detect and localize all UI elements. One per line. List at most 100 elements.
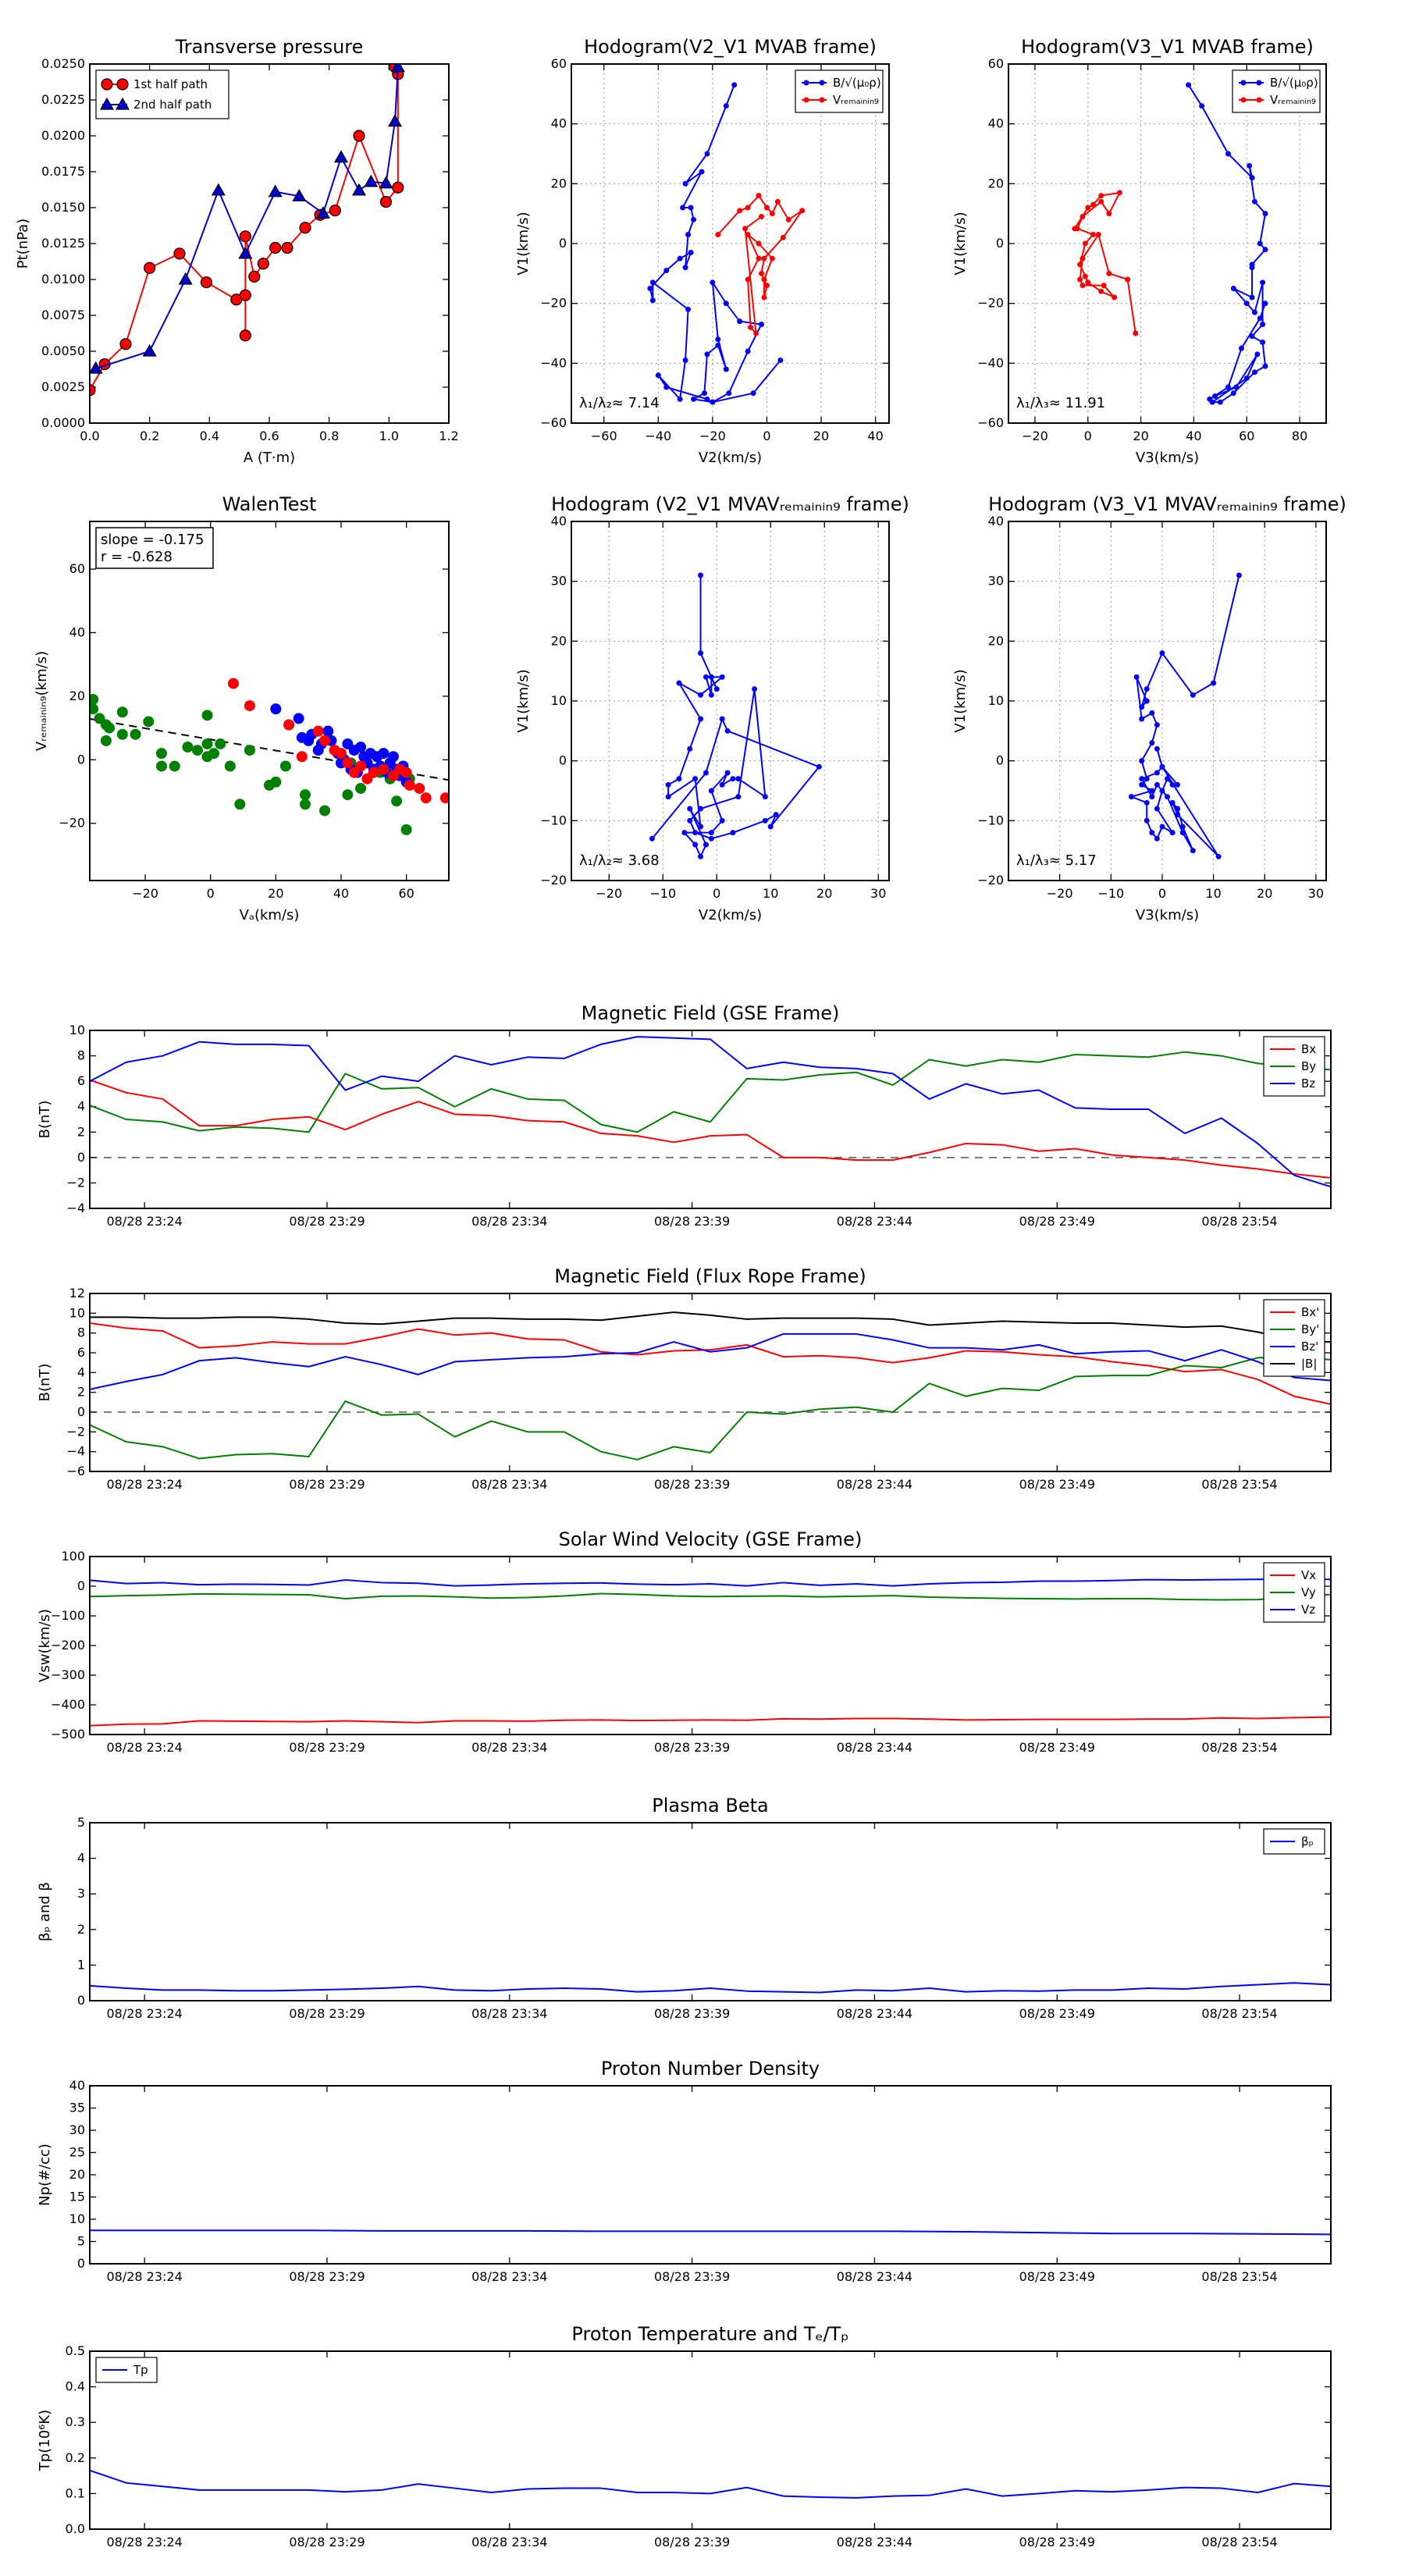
plot-frame xyxy=(571,521,890,881)
data-point xyxy=(239,230,251,243)
x-tick-label: 1.2 xyxy=(439,429,458,443)
data-point xyxy=(676,680,682,686)
data-point xyxy=(215,738,226,749)
data-point xyxy=(1098,198,1104,205)
x-tick-label: 08/28 23:54 xyxy=(1201,1214,1277,1229)
chart-title: Hodogram (V3_V1 MVAVᵣₑₘₐᵢₙᵢₙ₉ frame) xyxy=(988,493,1346,515)
y-tick-label: 25 xyxy=(69,2145,85,2160)
y-tick-label: 40 xyxy=(69,2078,85,2093)
y-axis-label: βₚ and β xyxy=(37,1882,53,1941)
x-tick-label: 08/28 23:49 xyxy=(1019,1477,1095,1492)
x-tick-label: 0.8 xyxy=(319,429,339,443)
x-tick-label: 08/28 23:49 xyxy=(1019,1740,1095,1755)
legend-label: By' xyxy=(1301,1322,1319,1336)
plot-frame xyxy=(1008,521,1327,881)
x-tick-label: 20 xyxy=(268,886,283,901)
x-tick-label: 08/28 23:54 xyxy=(1201,2006,1277,2021)
data-point xyxy=(759,270,765,276)
y-tick-label: 0.0075 xyxy=(41,308,85,322)
data-point xyxy=(685,232,692,237)
x-tick-label: 08/28 23:44 xyxy=(837,1214,912,1229)
chart-h2: Hodogram(V3_V1 MVAB frame) −60 −40 −20 0 20 40… xyxy=(952,36,1327,466)
data-point xyxy=(355,760,367,772)
x-tick-label: 0 xyxy=(207,886,215,901)
data-point xyxy=(1154,722,1160,728)
plot-frame xyxy=(89,1822,1332,2001)
data-point xyxy=(780,234,786,240)
data-point xyxy=(1165,794,1170,800)
plot-area xyxy=(90,1578,1331,1727)
data-point xyxy=(687,745,693,752)
data-point xyxy=(1175,812,1181,818)
x-tick-label: 20 xyxy=(816,886,832,901)
data-point xyxy=(1139,704,1145,710)
data-point xyxy=(269,241,282,254)
y-tick-label: 0.1 xyxy=(66,2485,85,2500)
x-tick-label: −10 xyxy=(1097,886,1124,901)
y-tick-label: 4 xyxy=(77,1851,85,1866)
x-axis-label: V2(km/s) xyxy=(699,907,762,923)
data-point xyxy=(745,232,751,237)
series-line-0 xyxy=(651,575,820,858)
chart-title: WalenTest xyxy=(222,493,317,515)
y-tick-label: 0.4 xyxy=(66,2379,85,2394)
data-point xyxy=(1133,330,1139,336)
x-axis-label: V3(km/s) xyxy=(1136,450,1199,466)
data-point xyxy=(1144,686,1150,692)
data-point xyxy=(1225,151,1232,157)
plot-area xyxy=(90,678,449,835)
data-point xyxy=(777,358,784,363)
legend-marker xyxy=(819,80,825,86)
legend-label: Vᵣₑₘₐᵢₙᵢₙ₉ xyxy=(1270,93,1316,107)
legend-label: Bz' xyxy=(1301,1340,1318,1354)
chart-title: Magnetic Field (Flux Rope Frame) xyxy=(554,1265,866,1287)
data-point xyxy=(1080,255,1086,262)
data-point xyxy=(299,222,311,234)
regression-fit-line xyxy=(90,717,449,781)
data-point xyxy=(1090,201,1097,208)
y-tick-label: 10 xyxy=(551,693,567,708)
y-tick-label: −400 xyxy=(51,1697,85,1712)
data-point xyxy=(1154,745,1160,752)
plot-frame xyxy=(89,2350,1332,2530)
data-point xyxy=(682,265,688,271)
plot-area xyxy=(90,1036,1331,1188)
x-tick-label: 08/28 23:39 xyxy=(654,2535,730,2549)
data-point xyxy=(379,176,393,189)
data-point xyxy=(156,748,167,760)
x-tick-label: −10 xyxy=(649,886,676,901)
x-tick-label: −20 xyxy=(132,886,158,901)
data-point xyxy=(130,728,141,740)
data-point xyxy=(1230,286,1236,291)
x-tick-label: 08/28 23:44 xyxy=(837,2006,912,2021)
plot-frame xyxy=(89,2085,1332,2265)
data-point xyxy=(391,795,403,807)
data-point xyxy=(682,358,688,363)
data-point xyxy=(663,268,670,273)
data-point xyxy=(761,294,767,301)
plot-frame xyxy=(89,1556,1332,1735)
y-tick-label: 15 xyxy=(69,2190,85,2204)
y-tick-label: −4 xyxy=(66,1444,85,1459)
y-tick-label: 0.0 xyxy=(66,2521,85,2536)
data-point xyxy=(400,824,412,835)
x-tick-label: 08/28 23:49 xyxy=(1019,1214,1095,1229)
data-point xyxy=(224,760,236,772)
eigenvalue-ratio-annotation: λ₁/λ₂≈ 3.68 xyxy=(579,852,660,869)
legend-label: |B| xyxy=(1301,1357,1317,1371)
data-point xyxy=(708,674,714,680)
data-point xyxy=(735,794,742,800)
plot-area xyxy=(647,82,806,405)
y-tick-label: −40 xyxy=(977,355,1004,370)
y-axis-label: Tp(10⁶K) xyxy=(37,2410,53,2471)
y-tick-label: 0.0100 xyxy=(41,272,85,286)
x-tick-label: 08/28 23:54 xyxy=(1201,1740,1277,1755)
y-tick-label: −10 xyxy=(977,813,1004,827)
data-point xyxy=(735,776,742,782)
data-point xyxy=(1154,781,1160,788)
y-axis-label: Pt(nPa) xyxy=(15,219,31,269)
data-point xyxy=(144,262,156,274)
data-point xyxy=(300,799,311,810)
data-point xyxy=(270,776,282,788)
x-axis-label: V3(km/s) xyxy=(1136,907,1199,923)
